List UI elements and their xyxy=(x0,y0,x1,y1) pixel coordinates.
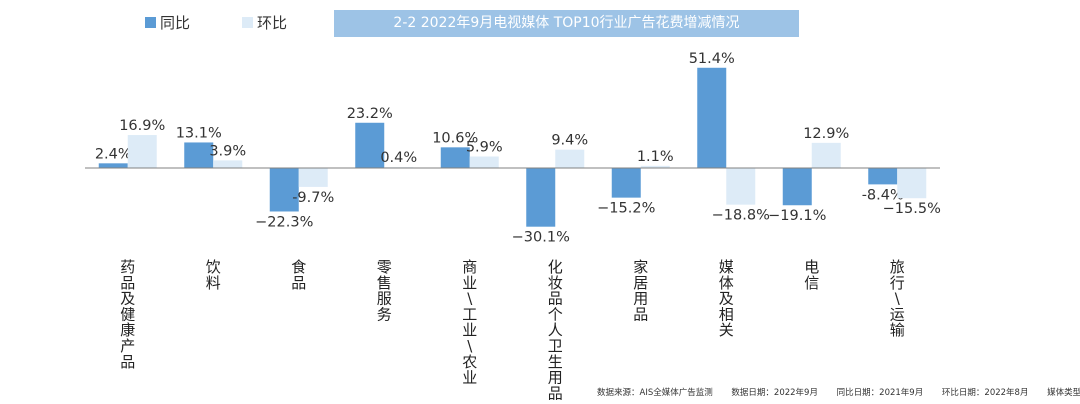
bar-yoy-9 xyxy=(868,168,898,185)
bar-mom-5 xyxy=(555,149,585,168)
value-label-yoy-4: 10.6% xyxy=(432,130,478,146)
value-label-yoy-8: −19.1% xyxy=(768,208,826,224)
footer-data-date: 数据日期：2022年9月 xyxy=(731,388,818,398)
value-label-mom-5: 9.4% xyxy=(551,133,588,149)
bar-mom-2 xyxy=(298,168,328,187)
footer-media-type: 媒体类型：电视 xyxy=(1047,388,1080,398)
value-label-mom-4: 5.9% xyxy=(466,139,503,155)
footer-yoy-date: 同比日期：2021年9月 xyxy=(836,388,924,398)
bar-mom-7 xyxy=(726,168,756,205)
bar-yoy-1 xyxy=(184,142,214,168)
value-label-mom-1: 3.9% xyxy=(209,143,246,159)
value-label-yoy-6: −15.2% xyxy=(597,201,655,217)
value-label-yoy-7: 51.4% xyxy=(689,51,735,67)
bar-yoy-5 xyxy=(526,168,556,227)
bar-mom-4 xyxy=(469,156,499,168)
category-label-2: 食品 xyxy=(291,258,306,292)
category-label-4: 商业\工业\农业 xyxy=(462,258,477,387)
footer: 数据来源：AIS全媒体广告监测 数据日期：2022年9月 同比日期：2021年9… xyxy=(597,386,1080,398)
bar-mom-8 xyxy=(811,142,841,168)
bar-yoy-7 xyxy=(697,67,727,168)
value-label-yoy-9: -8.4% xyxy=(862,187,904,203)
legend-swatch-yoy xyxy=(145,17,156,28)
bar-mom-6 xyxy=(640,165,670,168)
footer-mom-date: 环比日期：2022年8月 xyxy=(941,388,1029,398)
legend-label-mom: 环比 xyxy=(257,14,288,32)
legend-item-mom: 环比 xyxy=(242,12,287,33)
value-label-yoy-2: −22.3% xyxy=(255,214,313,230)
value-label-mom-0: 16.9% xyxy=(119,118,165,134)
bar-yoy-8 xyxy=(782,168,812,206)
bar-yoy-0 xyxy=(98,163,128,168)
bar-yoy-6 xyxy=(611,168,641,198)
legend: 同比 环比 xyxy=(145,12,339,33)
category-label-6: 家居用品 xyxy=(633,258,648,323)
footer-source: 数据来源：AIS全媒体广告监测 xyxy=(597,388,713,398)
bar-mom-9 xyxy=(897,168,927,199)
value-label-yoy-3: 23.2% xyxy=(347,106,393,122)
value-label-mom-8: 12.9% xyxy=(803,126,849,142)
legend-swatch-mom xyxy=(242,17,254,28)
value-label-yoy-0: 2.4% xyxy=(95,146,132,162)
value-label-mom-9: −15.5% xyxy=(883,201,941,217)
category-label-8: 电信 xyxy=(804,258,819,292)
chart-title: 2-2 2022年9月电视媒体 TOP10行业广告花费增减情况 xyxy=(334,10,799,37)
value-label-mom-7: −18.8% xyxy=(712,208,770,224)
category-label-3: 零售服务 xyxy=(377,258,392,323)
bar-yoy-3 xyxy=(355,122,385,168)
value-label-yoy-1: 13.1% xyxy=(176,125,222,141)
category-label-0: 药品及健康产品 xyxy=(120,258,135,371)
value-label-mom-2: -9.7% xyxy=(292,190,334,206)
bar-yoy-4 xyxy=(440,147,470,168)
legend-item-yoy: 同比 xyxy=(145,12,190,33)
bar-mom-1 xyxy=(213,160,243,168)
value-label-mom-3: 0.4% xyxy=(380,150,417,166)
value-label-yoy-5: −30.1% xyxy=(512,230,570,246)
bar-mom-0 xyxy=(127,135,157,168)
bar-yoy-2 xyxy=(269,168,299,212)
category-label-1: 饮料 xyxy=(206,258,221,292)
value-label-mom-6: 1.1% xyxy=(637,149,674,165)
category-label-9: 旅行\运输 xyxy=(890,258,905,339)
category-label-5: 化妆品个人卫生用品 xyxy=(548,258,563,402)
legend-label-yoy: 同比 xyxy=(160,14,191,32)
category-label-7: 媒体及相关 xyxy=(719,258,734,339)
